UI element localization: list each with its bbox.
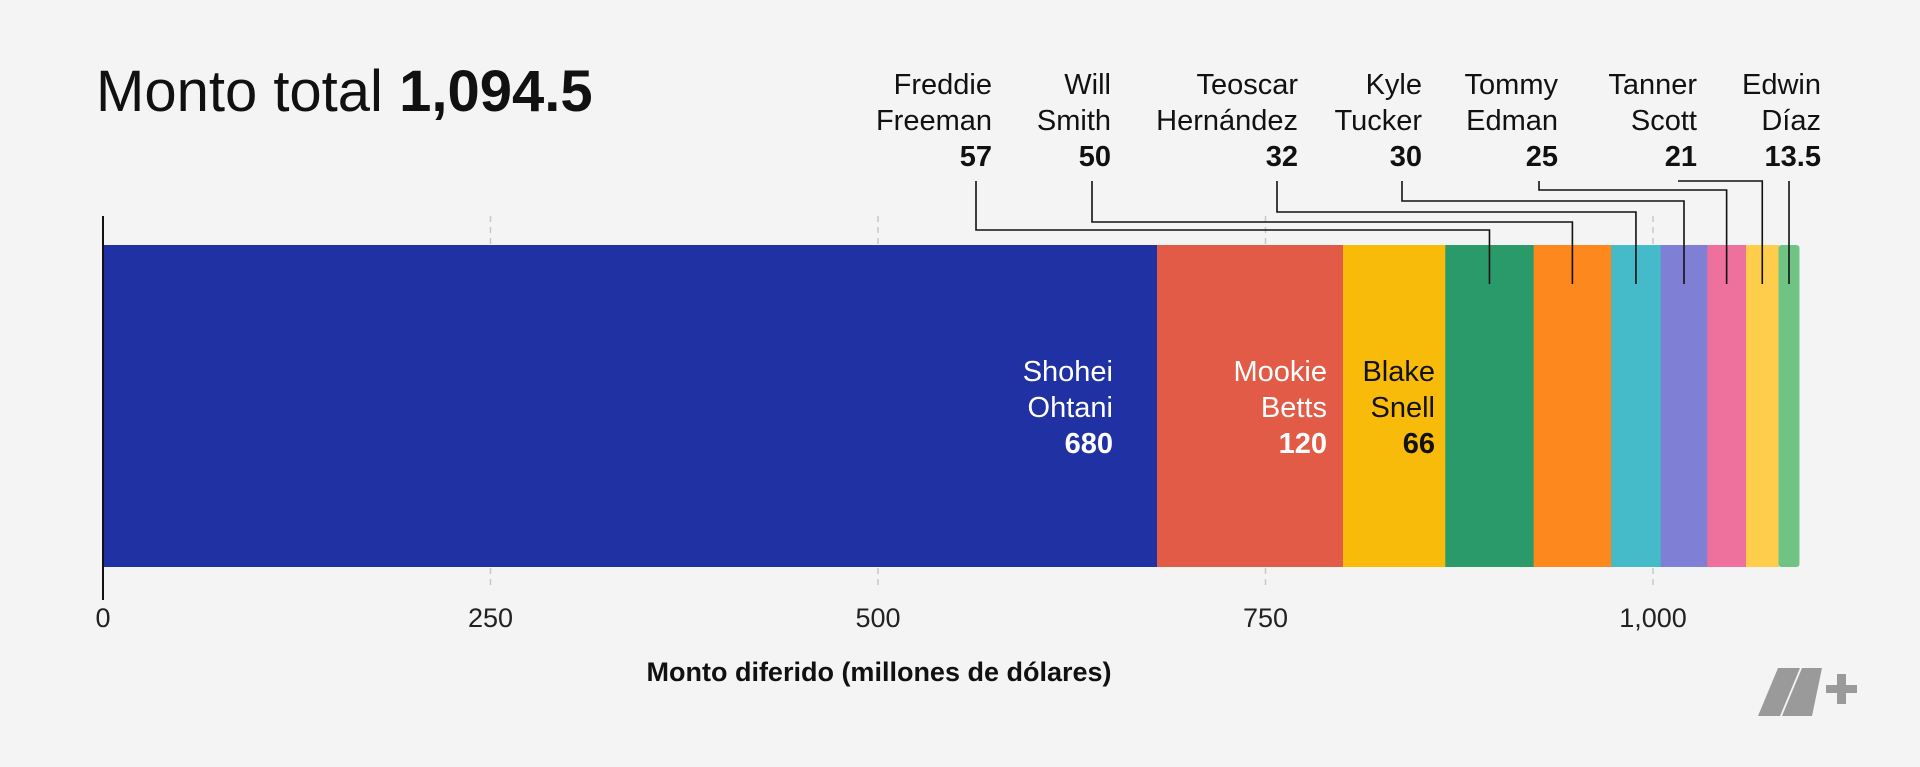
segment-name: Freddie Freeman bbox=[875, 69, 992, 137]
segment-name: Blake Snell bbox=[1362, 356, 1435, 424]
leader-line bbox=[1091, 181, 1574, 284]
x-axis-title: Monto diferido (millones de dólares) bbox=[646, 657, 1112, 687]
chart-title: Monto total 1,094.5 bbox=[96, 58, 593, 125]
bar-segment bbox=[1707, 245, 1747, 567]
bar-segment bbox=[1343, 245, 1446, 567]
bar-segment bbox=[1611, 245, 1662, 567]
title-text: Monto total bbox=[96, 59, 383, 124]
leader-line bbox=[1538, 181, 1728, 284]
segment-label: Shohei Ohtani 680 bbox=[1023, 354, 1113, 462]
segment-name: Teoscar Hernández bbox=[1156, 69, 1298, 137]
bar-segment bbox=[1157, 245, 1344, 567]
segment-label: Blake Snell 66 bbox=[1362, 354, 1435, 462]
segment-label: Tanner Scott 21 bbox=[1608, 67, 1697, 175]
bar-segment bbox=[103, 245, 1158, 567]
segment-value: 66 bbox=[1402, 428, 1435, 460]
segment-name: Tommy Edman bbox=[1464, 69, 1558, 137]
segment-name: Mookie Betts bbox=[1233, 356, 1328, 424]
segment-name: Will Smith bbox=[1036, 69, 1112, 137]
segment-name: Tanner Scott bbox=[1608, 69, 1697, 137]
segment-label: Teoscar Hernández 32 bbox=[1156, 67, 1298, 175]
bar-segment bbox=[1778, 245, 1800, 567]
segment-value: 120 bbox=[1278, 428, 1327, 460]
segment-value: 57 bbox=[959, 141, 992, 173]
logo bbox=[1758, 668, 1857, 716]
bar-segment bbox=[1533, 245, 1612, 567]
segment-value: 680 bbox=[1064, 428, 1113, 460]
x-tick-label: 500 bbox=[855, 603, 901, 633]
segment-value: 30 bbox=[1389, 141, 1422, 173]
segment-value: 50 bbox=[1078, 141, 1111, 173]
segment-value: 21 bbox=[1664, 141, 1697, 173]
x-tick-label: 750 bbox=[1242, 603, 1289, 633]
x-tick-label: 250 bbox=[467, 603, 514, 633]
segment-label: Freddie Freeman 57 bbox=[876, 67, 992, 175]
segment-value: 13.5 bbox=[1764, 141, 1821, 173]
leader-line bbox=[1276, 181, 1637, 284]
leader-line bbox=[1678, 180, 1764, 284]
segment-label: Kyle Tucker 30 bbox=[1334, 67, 1422, 175]
leader-line bbox=[1401, 181, 1685, 284]
segment-name: Shohei Ohtani bbox=[1022, 356, 1113, 424]
leader-line bbox=[975, 181, 1491, 284]
segment-label: Tommy Edman 25 bbox=[1465, 67, 1558, 175]
segment-name: Edwin Díaz bbox=[1742, 69, 1821, 137]
segment-name: Kyle Tucker bbox=[1334, 69, 1423, 137]
total: 1,094.5 bbox=[399, 59, 593, 124]
x-tick-label: 1,000 bbox=[1619, 603, 1687, 633]
bar-segment bbox=[1746, 245, 1780, 567]
segment-value: 32 bbox=[1265, 141, 1298, 173]
segment-label: Edwin Díaz 13.5 bbox=[1742, 67, 1821, 175]
bar-segment bbox=[1660, 245, 1708, 567]
segment-label: Mookie Betts 120 bbox=[1234, 354, 1328, 462]
segment-value: 25 bbox=[1525, 141, 1558, 173]
bar-segment bbox=[1445, 245, 1535, 567]
x-tick-label: 0 bbox=[95, 603, 111, 633]
segment-label: Will Smith 50 bbox=[1037, 67, 1111, 175]
